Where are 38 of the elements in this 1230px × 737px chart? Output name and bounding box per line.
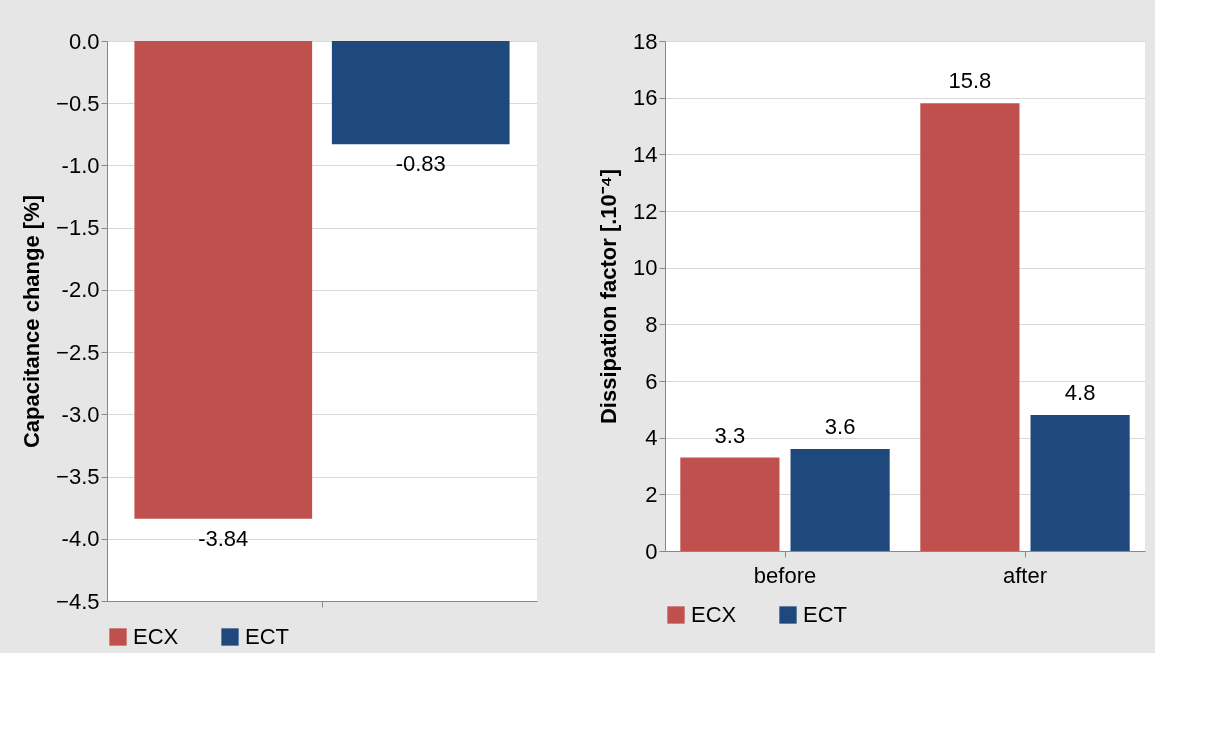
data-label: -0.83 — [395, 151, 446, 177]
y-tick-label: 0.0 — [68, 28, 100, 54]
legend-label: ECT — [803, 602, 847, 627]
x-tick-label: before — [753, 562, 817, 588]
y-tick-label: 2 — [645, 481, 658, 507]
x-tick-label: after — [1002, 562, 1048, 588]
y-tick-label: 8 — [645, 311, 658, 337]
y-tick-label: 6 — [645, 368, 658, 394]
bar — [680, 457, 780, 551]
y-tick-label: −3.5 — [56, 464, 100, 490]
y-tick-label: −4.5 — [56, 588, 100, 614]
y-tick-label: -3.0 — [61, 401, 100, 427]
bar — [920, 103, 1020, 551]
y-tick-label: 18 — [633, 28, 658, 54]
y-tick-label: -1.0 — [61, 152, 100, 178]
bar — [1030, 415, 1130, 551]
y-tick-label: 4 — [645, 425, 658, 451]
bar — [790, 449, 890, 551]
y-tick-label: 12 — [633, 198, 658, 224]
y-tick-label: -2.0 — [61, 277, 100, 303]
y-tick-label: −0.5 — [56, 90, 100, 116]
y-tick-label: −1.5 — [56, 215, 100, 241]
y-tick-label: 10 — [633, 255, 658, 281]
data-label: 3.3 — [714, 422, 746, 448]
data-label: 4.8 — [1064, 380, 1096, 405]
data-label: -3.84 — [198, 525, 249, 551]
legend-label: ECT — [245, 624, 289, 649]
legend-label: ECX — [133, 624, 179, 649]
y-tick-label: −2.5 — [56, 339, 100, 365]
data-label: 3.6 — [824, 414, 856, 439]
y-axis-title: Capacitance change [%] — [19, 194, 45, 449]
y-tick-label: -4.0 — [61, 526, 100, 552]
y-tick-label: 0 — [645, 538, 658, 564]
legend-label: ECX — [691, 602, 737, 627]
y-axis-title: Dissipation factor [.10⁻⁴] — [596, 168, 622, 425]
y-tick-label: 16 — [633, 85, 658, 111]
data-label: 15.8 — [948, 68, 992, 94]
y-tick-label: 14 — [633, 141, 658, 167]
